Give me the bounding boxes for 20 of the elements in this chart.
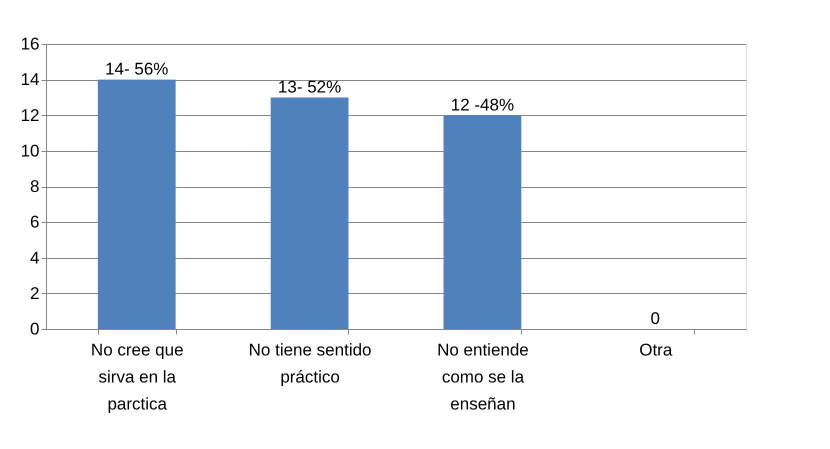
x-tick-label: Otra — [639, 340, 673, 360]
y-tick-label: 12 — [20, 106, 40, 125]
y-tick-label: 14 — [20, 70, 40, 90]
y-tick-label: 6 — [30, 212, 40, 232]
data-label: 13- 52% — [278, 77, 342, 96]
bar — [444, 115, 522, 329]
bar — [270, 97, 348, 329]
data-label: 14- 56% — [105, 60, 168, 79]
x-tick-label: No tiene sentido práctico — [248, 340, 372, 386]
x-tick-label: No entiende como se la enseñan — [437, 340, 529, 414]
y-tick-label: 8 — [30, 177, 40, 196]
y-tick-label: 4 — [30, 248, 40, 268]
y-tick-label: 2 — [30, 284, 40, 303]
bar — [98, 80, 176, 329]
x-tick-label: No cree que sirva en la parctica — [90, 340, 184, 414]
y-tick-label: 10 — [20, 141, 40, 160]
y-tick-label: 0 — [30, 320, 40, 338]
data-label: 12 -48% — [450, 95, 514, 114]
y-tick-label: 16 — [20, 34, 40, 54]
data-label: 0 — [650, 309, 660, 328]
